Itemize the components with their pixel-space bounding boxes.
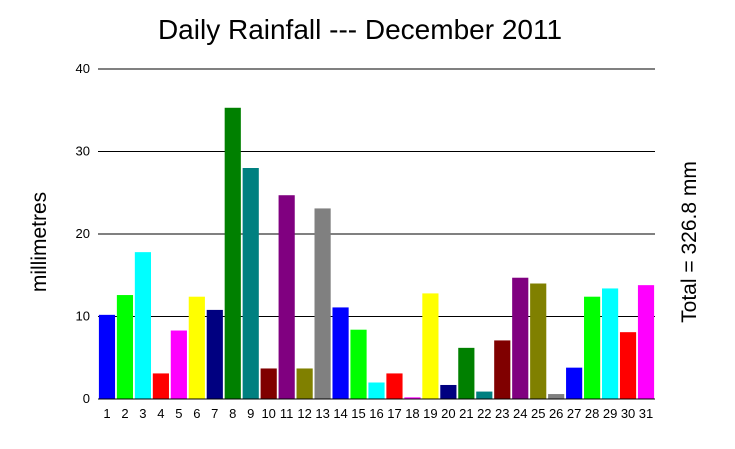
x-tick-label: 11 [280, 406, 294, 421]
bar-day-22 [476, 391, 493, 399]
y-tick-label: 10 [76, 309, 90, 324]
bar-day-20 [440, 384, 457, 399]
x-tick-label: 25 [531, 406, 545, 421]
x-tick-label: 23 [495, 406, 509, 421]
x-tick-label: 7 [211, 406, 218, 421]
bar-day-24 [512, 277, 529, 399]
x-tick-label: 22 [477, 406, 491, 421]
x-tick-label: 14 [333, 406, 347, 421]
bar-day-25 [530, 283, 547, 399]
bar-day-30 [619, 332, 637, 399]
bar-day-23 [494, 340, 511, 399]
x-tick-label: 28 [585, 406, 599, 421]
x-tick-label: 24 [513, 406, 527, 421]
x-tick-label: 20 [441, 406, 455, 421]
bar-day-15 [350, 329, 367, 399]
bar-day-31 [637, 285, 655, 399]
bar-day-8 [224, 107, 241, 400]
x-tick-label: 9 [247, 406, 254, 421]
bar-day-17 [386, 373, 403, 399]
x-tick-label: 3 [139, 406, 146, 421]
bar-day-3 [134, 252, 152, 399]
x-tick-label: 6 [193, 406, 200, 421]
bar-day-9 [242, 168, 259, 399]
bar-day-7 [206, 309, 223, 399]
y-tick-label: 40 [76, 61, 90, 76]
bar-day-19 [422, 293, 439, 399]
x-tick-label: 2 [121, 406, 128, 421]
x-tick-label: 30 [621, 406, 635, 421]
x-tick-label: 31 [639, 406, 653, 421]
x-tick-label: 16 [369, 406, 383, 421]
bar-day-1 [98, 314, 116, 399]
bar-day-16 [368, 382, 385, 399]
x-tick-label: 19 [423, 406, 437, 421]
x-tick-label: 29 [603, 406, 617, 421]
x-tick-label: 10 [261, 406, 275, 421]
bar-day-14 [332, 307, 349, 399]
x-tick-label: 17 [387, 406, 401, 421]
y-tick-label: 0 [83, 391, 90, 406]
bar-day-13 [314, 208, 331, 399]
x-tick-label: 4 [157, 406, 164, 421]
x-tick-label: 21 [459, 406, 473, 421]
x-tick-label: 26 [549, 406, 563, 421]
x-tick-label: 27 [567, 406, 581, 421]
bar-day-29 [601, 288, 619, 399]
x-tick-label: 12 [297, 406, 311, 421]
bar-day-21 [458, 347, 475, 399]
x-tick-label: 5 [175, 406, 182, 421]
x-tick-label: 1 [103, 406, 110, 421]
bar-day-5 [170, 330, 187, 399]
bar-day-4 [152, 373, 169, 399]
bar-day-12 [296, 368, 313, 399]
chart-title: Daily Rainfall --- December 2011 [157, 14, 563, 45]
bar-day-2 [116, 295, 134, 399]
x-tick-label: 13 [315, 406, 329, 421]
bar-day-27 [566, 367, 583, 399]
y-tick-label: 20 [76, 226, 90, 241]
x-tick-label: 18 [405, 406, 419, 421]
bar-day-10 [260, 368, 277, 399]
x-tick-label: 8 [229, 406, 236, 421]
y-tick-label: 30 [76, 144, 90, 159]
bar-day-26 [548, 394, 565, 399]
bar-day-28 [584, 296, 601, 399]
bar-day-6 [188, 296, 205, 399]
bar-day-11 [278, 195, 295, 399]
bar-day-18 [404, 397, 421, 399]
x-tick-label: 15 [351, 406, 365, 421]
